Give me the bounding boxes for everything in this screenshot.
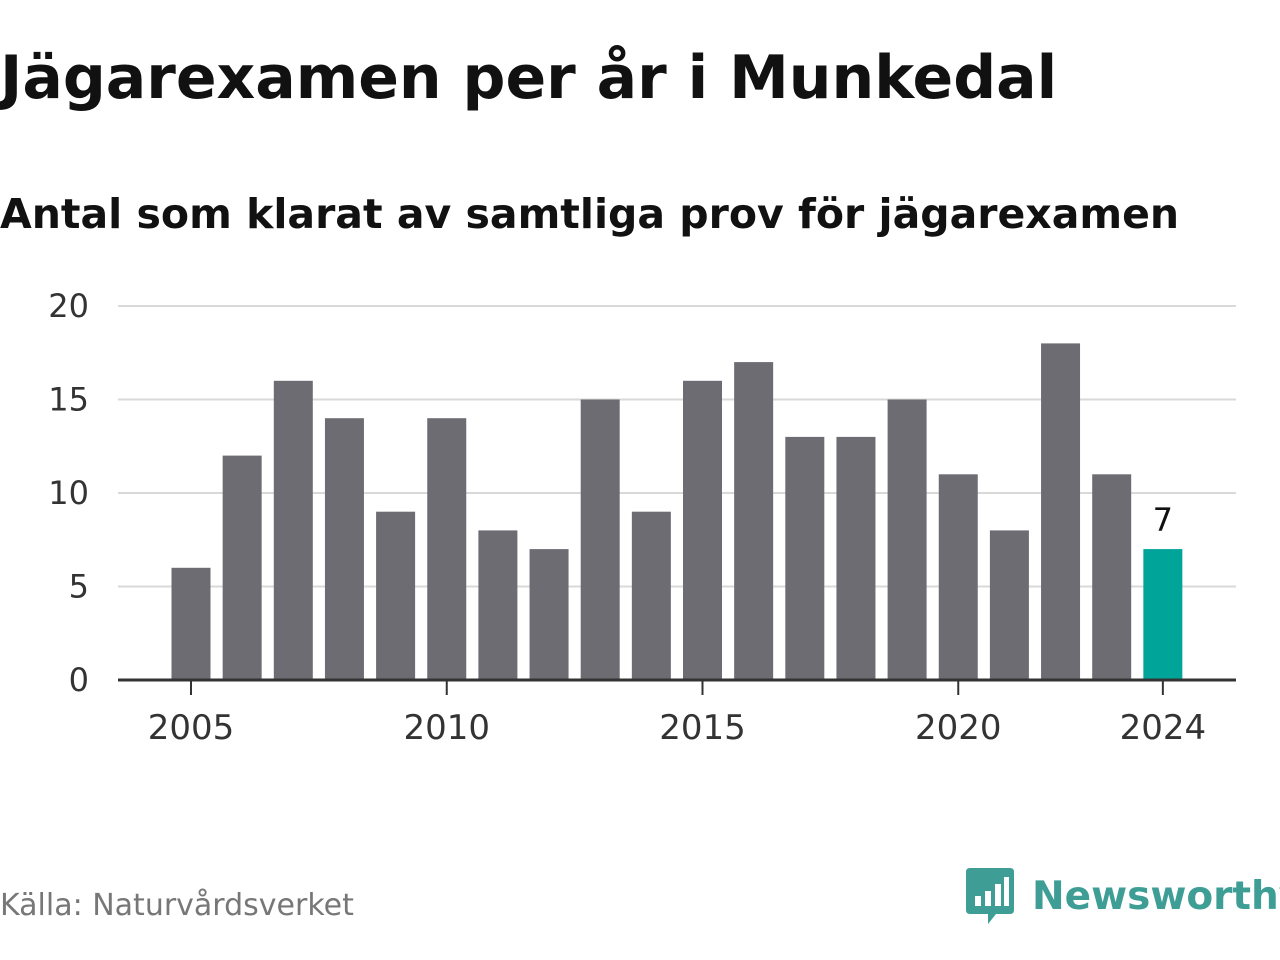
bar-2024 [1143,549,1183,680]
bar-2021 [989,530,1029,680]
bar-2015 [683,380,722,680]
bar-2010 [427,418,467,680]
y-tick-label: 15 [48,381,89,419]
bar-2008 [324,418,364,680]
x-tick-label-2015: 2015 [659,708,746,748]
chart-title: Jägarexamen per år i Munkedal [0,43,1058,113]
data-label-2024: 7 [1153,501,1173,539]
x-tick-label-2005: 2005 [148,708,235,748]
chart-subtitle: Antal som klarat av samtliga prov för jä… [0,190,1180,238]
x-tick-label-2024: 2024 [1120,708,1207,748]
bar-2013 [580,399,620,680]
brand-logo: Newsworthy [964,864,1280,928]
bar-2006 [222,455,262,680]
bar-2017 [785,436,825,680]
bar-2011 [478,530,518,680]
bar-2022 [1041,343,1081,680]
bars [171,343,1183,680]
y-tick-label: 10 [48,474,89,512]
bar-2020 [938,474,978,680]
newsworthy-logo-icon [966,868,1014,924]
bar-2007 [273,380,313,680]
bar-2014 [631,511,671,680]
bar-2012 [529,549,569,680]
bar-2005 [171,567,211,680]
y-axis-tick-labels: 0 5 10 15 20 [48,287,89,699]
x-tick-label-2020: 2020 [915,708,1002,748]
source-note: Källa: Naturvårdsverket [0,888,354,923]
x-tick-label-2010: 2010 [403,708,490,748]
y-tick-label: 20 [48,287,89,325]
x-axis-ticks: 2005 2010 2015 2020 2024 [148,680,1206,748]
bar-2009 [376,511,416,680]
brand-name: Newsworthy [1032,873,1280,919]
bar-2018 [836,436,876,680]
data-labels: 7 [1153,501,1173,539]
bar-2016 [734,362,774,680]
bar-2019 [887,399,927,680]
y-tick-label: 5 [69,568,89,606]
bar-2023 [1092,474,1132,680]
y-tick-label: 0 [69,661,89,699]
